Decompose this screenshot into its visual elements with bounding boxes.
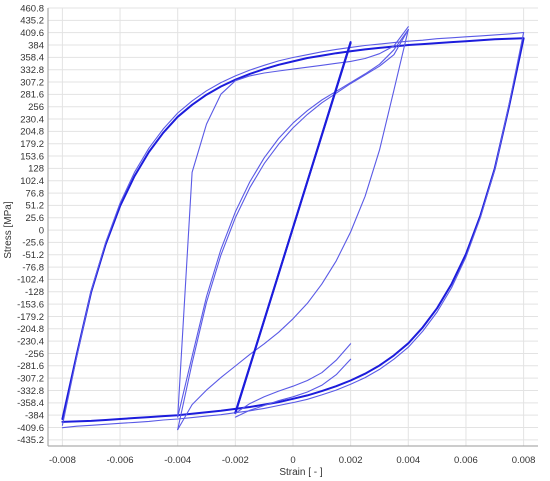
y-tick-label: 25.6 bbox=[26, 213, 45, 224]
y-tick-label: 384 bbox=[28, 40, 44, 51]
y-tick-label: -25.6 bbox=[22, 238, 44, 249]
y-tick-label: -332.8 bbox=[17, 386, 44, 397]
x-tick-label: -0.008 bbox=[49, 455, 76, 466]
x-tick-label: 0.004 bbox=[396, 455, 420, 466]
y-tick-label: 51.2 bbox=[26, 201, 45, 212]
x-tick-labels: -0.008 -0.006 -0.004 -0.002 0 0.002 0.004 0.006… bbox=[49, 455, 536, 466]
y-tick-label: 435.2 bbox=[20, 16, 44, 27]
y-tick-label: 307.2 bbox=[20, 77, 44, 88]
y-tick-label: -384 bbox=[25, 410, 44, 421]
series-line-8 bbox=[177, 26, 409, 418]
x-tick-label: 0.008 bbox=[512, 455, 536, 466]
y-tick-label: -435.2 bbox=[17, 435, 44, 446]
y-tick-label: 332.8 bbox=[20, 65, 44, 76]
x-tick-label: 0.006 bbox=[454, 455, 478, 466]
axes bbox=[47, 8, 538, 447]
x-tick-label: -0.002 bbox=[222, 455, 249, 466]
x-tick-label: -0.006 bbox=[107, 455, 134, 466]
y-tick-label: 358.4 bbox=[20, 53, 44, 64]
y-tick-label: 281.6 bbox=[20, 90, 44, 101]
series-line-6 bbox=[177, 29, 409, 431]
x-tick-label: -0.004 bbox=[164, 455, 191, 466]
x-tick-label: 0 bbox=[290, 455, 295, 466]
y-tick-label: 76.8 bbox=[26, 188, 45, 199]
y-tick-label: 256 bbox=[28, 102, 44, 113]
series-line-3 bbox=[61, 31, 525, 426]
y-tick-label: 102.4 bbox=[20, 176, 44, 187]
data-series bbox=[61, 26, 525, 431]
y-tick-label: -358.4 bbox=[17, 398, 44, 409]
y-tick-label: 153.6 bbox=[20, 151, 44, 162]
series-line-2 bbox=[61, 37, 525, 423]
y-tick-label: -102.4 bbox=[17, 275, 44, 286]
y-tick-label: -409.6 bbox=[17, 423, 44, 434]
y-tick-labels: 460.8435.2409.6384358.4332.8307.2281.625… bbox=[17, 3, 44, 446]
y-tick-label: 409.6 bbox=[20, 28, 44, 39]
series-line-12 bbox=[234, 343, 352, 414]
y-tick-label: -256 bbox=[25, 349, 44, 360]
series-line-4 bbox=[61, 31, 525, 429]
x-tick-label: 0.002 bbox=[339, 455, 363, 466]
y-tick-label: -230.4 bbox=[17, 336, 44, 347]
y-tick-label: 0 bbox=[39, 225, 44, 236]
series-line-7 bbox=[177, 29, 409, 431]
y-tick-label: 230.4 bbox=[20, 114, 44, 125]
y-tick-label: 204.8 bbox=[20, 127, 44, 138]
series-line-10 bbox=[234, 41, 352, 415]
grid-lines bbox=[48, 7, 538, 446]
series-line-5 bbox=[177, 29, 409, 418]
y-tick-label: -179.2 bbox=[17, 312, 44, 323]
y-tick-label: -153.6 bbox=[17, 299, 44, 310]
y-tick-label: -128 bbox=[25, 287, 44, 298]
series-line-1 bbox=[61, 37, 525, 420]
y-tick-label: -204.8 bbox=[17, 324, 44, 335]
y-tick-label: 460.8 bbox=[20, 3, 44, 14]
y-tick-label: -76.8 bbox=[22, 262, 44, 273]
y-tick-label: -281.6 bbox=[17, 361, 44, 372]
y-tick-label: 128 bbox=[28, 164, 44, 175]
x-axis-label: Strain [ - ] bbox=[279, 467, 323, 478]
y-axis-label: Stress [MPa] bbox=[3, 201, 14, 258]
y-tick-label: -51.2 bbox=[22, 250, 44, 261]
series-line-11 bbox=[234, 358, 352, 418]
y-tick-label: 179.2 bbox=[20, 139, 44, 150]
y-tick-label: -307.2 bbox=[17, 373, 44, 384]
